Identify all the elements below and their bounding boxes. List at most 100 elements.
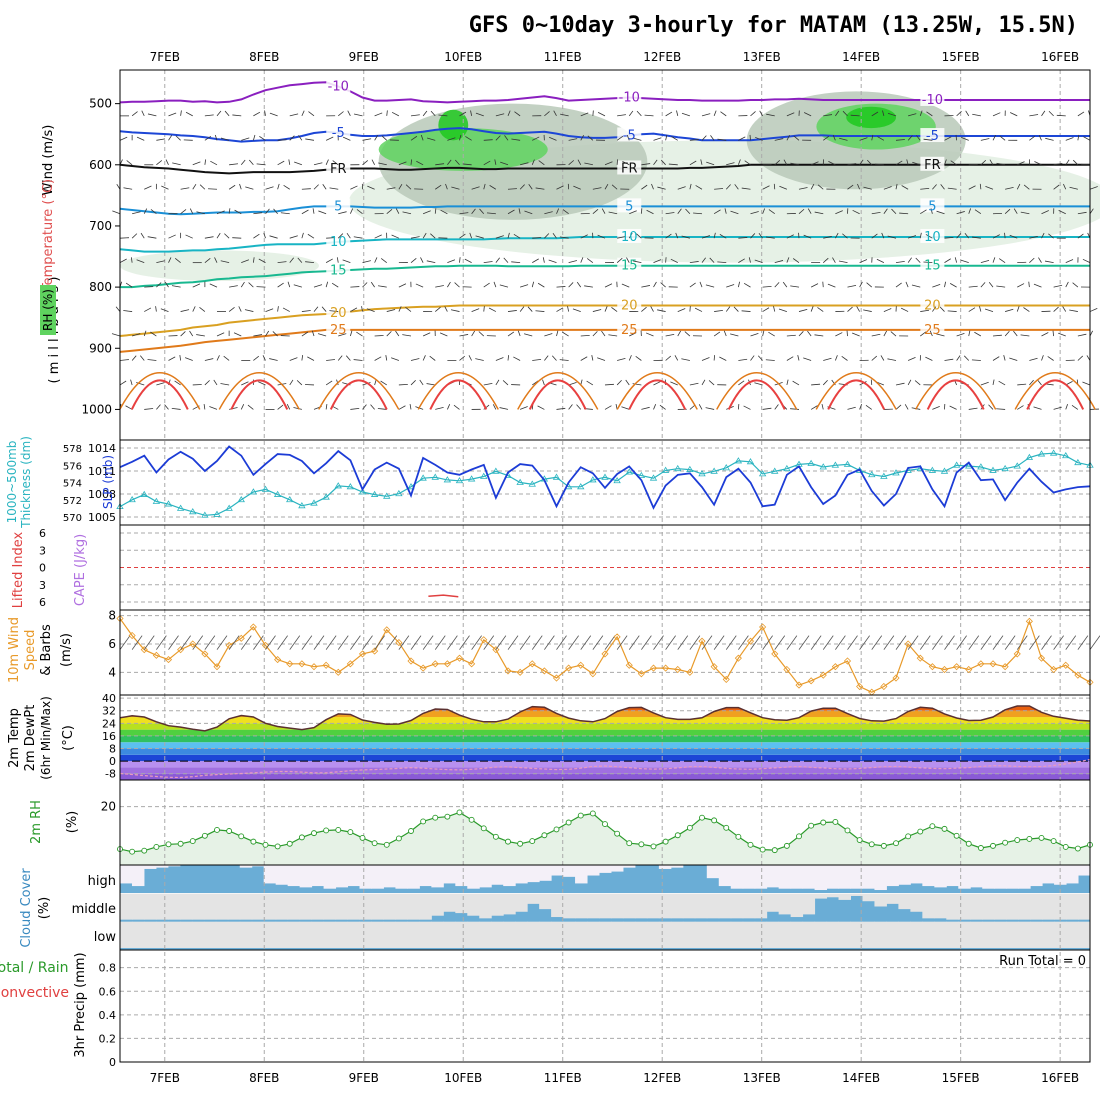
cloud-low-cell <box>527 921 540 948</box>
wind-barb <box>367 185 375 190</box>
wind-barb <box>535 187 545 190</box>
wind-speed-point <box>334 668 342 676</box>
wind-barb <box>601 330 606 337</box>
isotherm-label-bg <box>920 297 945 312</box>
rh2m-point <box>711 817 718 824</box>
isotherm-label: -10 <box>328 80 349 95</box>
wind-barb <box>223 355 230 361</box>
wind-barb <box>992 379 995 386</box>
thickness-point <box>273 490 282 497</box>
wind-barb <box>147 359 157 361</box>
wind-barb <box>568 382 577 386</box>
wind-barb <box>841 356 848 361</box>
wind-barb <box>447 259 456 264</box>
wind-barb <box>1053 184 1060 190</box>
wind-barb <box>980 282 986 288</box>
wind-barb <box>164 281 169 288</box>
wind-barb <box>701 135 707 141</box>
wind-barb <box>500 161 509 166</box>
wind-barb <box>1053 406 1062 410</box>
wind-barb <box>832 257 836 263</box>
wind-barb <box>374 356 382 361</box>
wind-barb <box>305 138 315 141</box>
cloud-low-cell <box>287 921 301 948</box>
wind-barb <box>974 209 982 215</box>
wind-barb <box>511 261 521 264</box>
wind-barb <box>1081 163 1091 166</box>
wind-barb <box>944 159 947 165</box>
thickness-point <box>868 470 876 478</box>
cloud-middle-cell <box>539 893 552 910</box>
wind-barb <box>532 237 542 239</box>
rh2m-point <box>359 834 366 841</box>
wind-barb <box>514 111 521 117</box>
cloud-low-cell <box>994 921 1007 948</box>
wind-speed-point <box>504 667 512 675</box>
wind-barb <box>362 404 367 410</box>
isotherm-label: 10 <box>924 230 941 245</box>
rh2m-point <box>541 832 548 839</box>
isotherm-label-bg <box>326 124 351 139</box>
cloud-high-cell <box>263 865 277 884</box>
rh2m-point <box>141 847 148 854</box>
wind-barb <box>907 235 917 239</box>
wind-barb <box>750 111 756 117</box>
wind-barb <box>165 159 169 165</box>
wind-barb <box>156 282 162 288</box>
wind-barb <box>370 281 375 288</box>
wind-barb <box>1004 208 1011 215</box>
wind-barb <box>269 235 278 239</box>
wind-barb <box>489 185 497 190</box>
wind-barb <box>398 383 408 386</box>
cloud-middle-cell <box>599 893 612 919</box>
cloud-low-cell <box>120 921 133 948</box>
wind-barb-10m <box>762 635 773 650</box>
wind-barb <box>1077 355 1084 361</box>
wind-speed-line <box>119 618 1091 693</box>
wind-barb <box>395 330 400 337</box>
wind-barb <box>277 183 280 190</box>
wind-barb <box>548 259 557 264</box>
wind-barb <box>923 138 933 141</box>
wind-barb <box>147 236 157 239</box>
cloud-high-cell <box>383 865 396 888</box>
wind-barb <box>174 380 181 386</box>
wind-barb <box>689 382 699 386</box>
wind-barb-10m <box>204 635 216 650</box>
wind-barb <box>168 257 172 263</box>
wind-barb <box>737 281 741 288</box>
wind-barb <box>492 404 497 410</box>
ylabel-precip-unit: 3hr Precip (mm) <box>73 952 88 1057</box>
wind-barb <box>439 332 448 337</box>
temp-tick-label: 32 <box>102 705 116 718</box>
wind-barb <box>947 310 957 312</box>
rh2m-point <box>214 826 220 833</box>
wind-barb <box>238 306 242 312</box>
precip-tick-label: 0.2 <box>99 1032 117 1045</box>
cloud-low-cell <box>694 921 708 948</box>
wind-barb <box>386 110 388 116</box>
wind-barb <box>653 381 661 386</box>
wind-barb <box>556 286 566 288</box>
wind-barb <box>1020 334 1030 337</box>
wind-barb <box>139 355 145 361</box>
isotherm--10 <box>119 81 1090 104</box>
wind-barb <box>586 380 594 386</box>
cloud-high-cell <box>275 865 289 885</box>
date-label-top: 13FEB <box>743 50 781 64</box>
wind-barb <box>494 159 497 165</box>
cloud-high-cell <box>599 865 612 873</box>
wind-barb <box>282 307 290 312</box>
wind-barb <box>653 159 658 166</box>
wind-barb <box>289 135 295 141</box>
rh2m-point <box>371 840 378 847</box>
isotherm-label: 25 <box>621 323 638 338</box>
wind-barb <box>507 188 517 190</box>
wind-barb-10m <box>471 635 482 650</box>
thickness-tick-label: 570 <box>63 513 82 524</box>
cloud-low-cell <box>311 921 325 948</box>
wind-barb <box>168 234 176 239</box>
isotherm-label: 15 <box>621 259 638 274</box>
wind-barb <box>426 260 436 264</box>
wind-barb <box>136 136 145 141</box>
